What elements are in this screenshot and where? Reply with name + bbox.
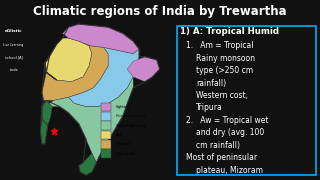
Text: and dry (avg. 100: and dry (avg. 100 [196,128,264,137]
Polygon shape [68,47,139,107]
Text: Humid Subtropical: Humid Subtropical [116,114,145,118]
Text: Semi-arid: Semi-arid [116,142,131,146]
Bar [101,131,111,139]
Bar [101,112,111,121]
Text: cm rainfall): cm rainfall) [196,141,240,150]
Bar [101,140,111,149]
Text: Climatic regions of India by Trewartha: Climatic regions of India by Trewartha [33,5,287,18]
Text: Highland: Highland [116,105,130,109]
Text: Most of peninsular: Most of peninsular [186,153,257,162]
Text: broda: broda [9,68,18,72]
Text: school [A]: school [A] [5,56,22,60]
Polygon shape [45,38,92,82]
Polygon shape [79,153,96,175]
Bar [101,149,111,158]
Polygon shape [127,57,160,82]
Text: 2.   Aw = Tropical wet: 2. Aw = Tropical wet [186,116,268,125]
Text: 1) A: Tropical Humid: 1) A: Tropical Humid [180,27,279,36]
Bar [101,103,111,111]
Text: Live Learning: Live Learning [4,43,24,47]
Text: Tropical Wet & Dry: Tropical Wet & Dry [116,124,145,128]
Polygon shape [40,100,52,144]
Text: eGlistic: eGlistic [5,29,22,33]
Text: 1.   Am = Tropical: 1. Am = Tropical [186,41,253,50]
Polygon shape [42,46,108,100]
Polygon shape [49,77,133,163]
Text: Arid: Arid [116,133,122,137]
Text: plateau, Mizoram: plateau, Mizoram [196,166,263,175]
Text: Rainy monsoon: Rainy monsoon [196,54,255,63]
Text: Tripura: Tripura [196,103,223,112]
Text: rainfall): rainfall) [196,78,226,87]
Text: Tropical Wet: Tropical Wet [116,152,135,156]
Polygon shape [62,24,139,54]
Text: type (>250 cm: type (>250 cm [196,66,253,75]
Bar [101,121,111,130]
Text: Western cost,: Western cost, [196,91,248,100]
